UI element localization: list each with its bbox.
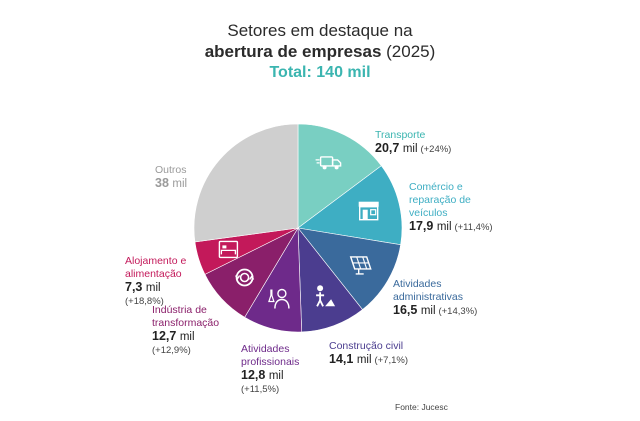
slice-value: 20,7 mil — [375, 141, 418, 156]
title-line-2-bold: abertura de empresas — [204, 42, 382, 61]
label-comercio: Comércio e reparação de veículos 17,9 mi… — [409, 181, 499, 234]
pie-slice — [297, 165, 403, 246]
title-line-2: abertura de empresas (2025) — [0, 41, 640, 62]
scientist-icon — [268, 288, 290, 309]
slice-name: Indústria de transformação — [152, 304, 220, 329]
slice-name: Atividades administrativas — [393, 278, 464, 303]
slice-change: (+7,1%) — [374, 355, 408, 366]
slice-change: (+11,4%) — [454, 222, 493, 233]
slice-name: Construção civil — [329, 340, 404, 352]
slice-change: (+24%) — [420, 144, 452, 155]
chart-title: Setores em destaque na abertura de empre… — [0, 20, 640, 83]
slice-name: Transporte — [375, 129, 426, 141]
label-profissionais: Atividades profissionais 12,8 mil (+11,5… — [241, 343, 321, 396]
title-line-1: Setores em destaque na — [227, 21, 413, 40]
slice-value: 16,5 mil — [393, 303, 436, 318]
slice-value: 38 mil — [155, 176, 188, 191]
slice-value: 14,1 mil — [329, 352, 372, 367]
hotel-bed-icon — [218, 240, 239, 259]
slice-name: Outros — [155, 164, 187, 176]
slice-change: (+14,3%) — [438, 306, 478, 317]
recycle-icon — [235, 268, 255, 287]
label-administrativas: Atividades administrativas 16,5 mil (+14… — [393, 278, 493, 318]
total-label: Total: 140 mil — [269, 64, 371, 81]
slice-name: Alojamento e alimentação — [125, 255, 187, 280]
construction-worker-icon — [316, 285, 336, 307]
label-industria: Indústria de transformação 12,7 mil (+12… — [152, 304, 230, 357]
title-line-2-year: (2025) — [386, 42, 436, 61]
slice-value: 17,9 mil — [409, 219, 452, 234]
label-outros: Outros 38 mil — [155, 164, 187, 191]
label-transporte: Transporte 20,7 mil (+24%) — [375, 129, 451, 156]
pie-slice — [297, 227, 401, 311]
slice-value: 7,3 mil — [125, 280, 161, 295]
storefront-icon — [358, 201, 379, 221]
slice-name: Comércio e reparação de veículos — [409, 181, 471, 219]
source-note: Fonte: Jucesc — [395, 402, 448, 412]
slice-value: 12,7 mil — [152, 329, 195, 344]
label-alojamento: Alojamento e alimentação 7,3 mil (+18,8%… — [125, 255, 197, 308]
slice-change: (+11,5%) — [241, 384, 280, 395]
pie-slice — [297, 123, 382, 229]
slice-change: (+12,9%) — [152, 345, 191, 356]
pie-slice — [193, 123, 299, 243]
slice-change: (+18,8%) — [125, 296, 164, 307]
slice-value: 12,8 mil — [241, 368, 284, 383]
solar-panel-icon — [349, 256, 372, 275]
label-construcao: Construção civil 14,1 mil (+7,1%) — [329, 340, 408, 367]
slice-name: Atividades profissionais — [241, 343, 300, 368]
truck-icon — [315, 156, 342, 170]
